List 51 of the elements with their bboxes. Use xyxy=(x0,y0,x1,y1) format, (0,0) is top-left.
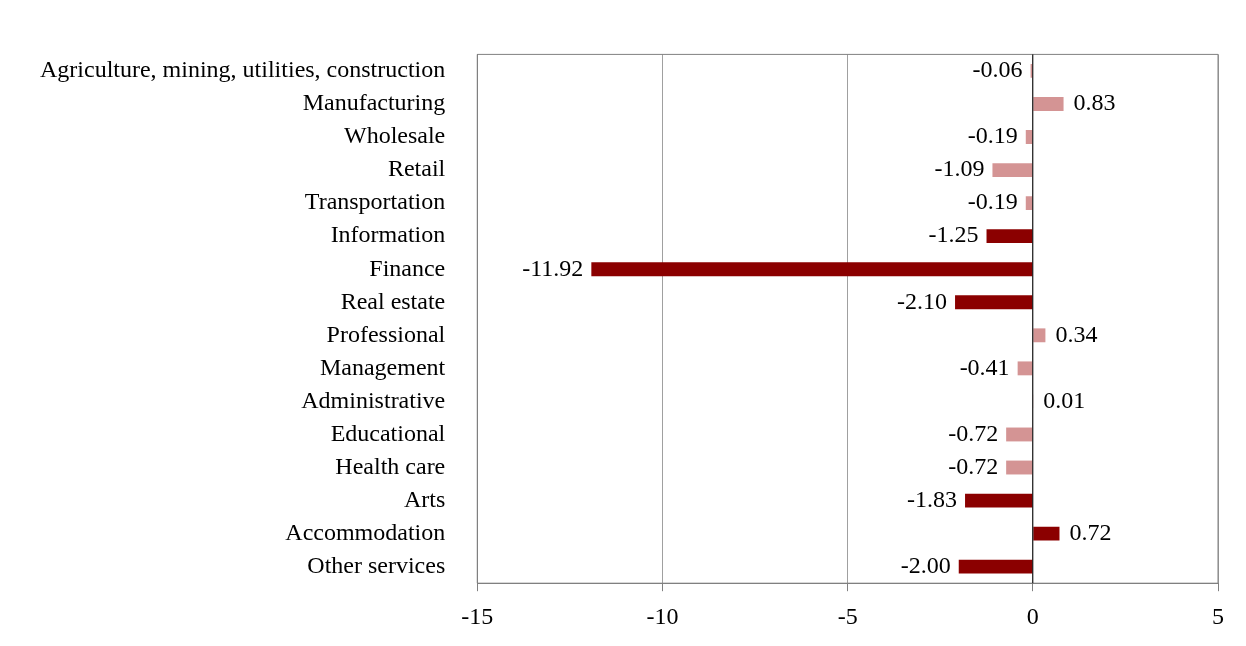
y-tick-label: Health care xyxy=(335,452,446,479)
y-tick-label: Accommodation xyxy=(285,518,446,545)
y-tick-label: Information xyxy=(330,221,446,248)
y-tick-label: Wholesale xyxy=(343,122,446,149)
data-label: 0.83 xyxy=(1073,89,1116,116)
x-tick-label: 5 xyxy=(1212,602,1224,629)
data-label: -1.83 xyxy=(907,485,958,512)
bar xyxy=(1033,97,1064,111)
data-label: -2.10 xyxy=(897,287,948,314)
data-label: -1.25 xyxy=(928,221,979,248)
y-tick-label: Finance xyxy=(369,254,446,281)
y-tick-label: Other services xyxy=(307,551,446,578)
data-label: -0.41 xyxy=(959,353,1010,380)
y-tick-label: Real estate xyxy=(340,287,446,314)
x-tick-label: -10 xyxy=(646,602,679,629)
data-label: -0.72 xyxy=(948,419,999,446)
x-tick-label: -15 xyxy=(461,602,494,629)
bar xyxy=(1006,460,1033,475)
bar xyxy=(955,295,1033,310)
data-label: -2.00 xyxy=(900,551,951,578)
y-tick-label: Educational xyxy=(330,419,446,446)
bar xyxy=(591,262,1033,277)
y-tick-label: Management xyxy=(319,353,446,380)
bar xyxy=(958,559,1033,574)
y-tick-label: Transportation xyxy=(304,188,446,215)
x-tick-label: -5 xyxy=(837,602,858,629)
bar xyxy=(1006,427,1033,442)
bar xyxy=(1025,130,1033,144)
data-label: 0.34 xyxy=(1055,320,1098,347)
bar xyxy=(986,229,1033,244)
bar xyxy=(1017,361,1033,376)
data-label: -11.92 xyxy=(522,254,584,281)
data-label: 0.72 xyxy=(1069,518,1112,545)
bar xyxy=(992,163,1033,178)
y-tick-label: Administrative xyxy=(301,386,446,413)
data-label: -0.06 xyxy=(972,56,1023,83)
data-label: -0.19 xyxy=(967,188,1018,215)
y-tick-label: Retail xyxy=(387,155,446,182)
data-label: -0.19 xyxy=(967,122,1018,149)
data-label: 0.01 xyxy=(1043,386,1086,413)
bar xyxy=(1033,526,1060,541)
y-tick-label: Arts xyxy=(403,485,446,512)
data-label: -1.09 xyxy=(934,155,985,182)
y-tick-label: Agriculture, mining, utilities, construction xyxy=(39,56,446,83)
data-label: -0.72 xyxy=(948,452,999,479)
x-tick-label: 0 xyxy=(1026,602,1039,629)
bar xyxy=(965,493,1033,508)
y-tick-label: Professional xyxy=(326,320,446,347)
bar xyxy=(1025,196,1033,211)
bar xyxy=(1033,328,1046,343)
y-tick-label: Manufacturing xyxy=(302,89,446,116)
